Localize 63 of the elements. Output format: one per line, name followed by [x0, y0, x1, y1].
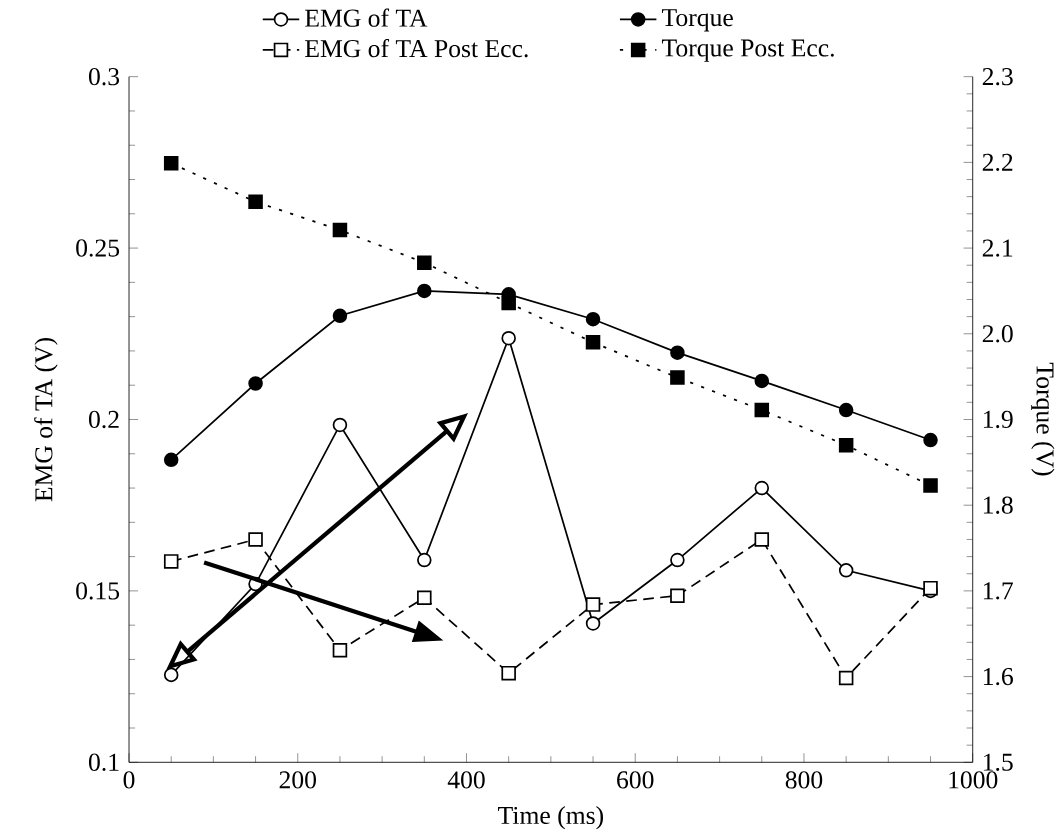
point	[923, 478, 938, 493]
y-axis-title: EMG of TA (V)	[34, 338, 58, 502]
point	[838, 437, 854, 453]
point	[332, 308, 348, 324]
x-tick-label: 400	[447, 771, 485, 789]
y-tick-label: 0.3	[88, 68, 120, 86]
y2-tick-label: 2.2	[982, 153, 1013, 172]
y2-tick-label: 2.3	[982, 68, 1013, 86]
point	[332, 222, 348, 238]
point	[754, 480, 770, 496]
y-tick-label: 0.25	[76, 239, 120, 257]
y2-tick-label: 1.9	[983, 410, 1013, 429]
y2-tick-label: 1.6	[983, 667, 1013, 686]
point	[332, 417, 348, 433]
point	[248, 532, 263, 547]
point	[838, 402, 854, 418]
point	[754, 532, 770, 547]
point	[417, 255, 432, 270]
legend-label: Torque Post Ecc.	[661, 39, 834, 62]
point	[501, 331, 516, 346]
point	[163, 554, 179, 569]
point	[417, 552, 432, 568]
x-tick-label: 1000	[949, 771, 998, 789]
point	[838, 670, 854, 686]
y-tick-label: 0.15	[76, 582, 120, 600]
point	[332, 642, 348, 658]
point	[670, 552, 685, 568]
point	[838, 563, 854, 578]
x-axis-title: Time (ms)	[498, 806, 604, 830]
point	[585, 335, 601, 350]
y2-tick-label: 2.1	[982, 239, 1013, 257]
x-tick-label: 600	[617, 771, 654, 789]
point	[923, 432, 938, 448]
legend-label: EMG of TA Post Ecc.	[305, 39, 528, 58]
point	[163, 667, 179, 683]
point	[248, 194, 263, 210]
x-tick-label: 200	[279, 771, 316, 789]
point	[585, 597, 601, 612]
point	[417, 283, 432, 299]
x-tick-label: 0	[123, 771, 135, 789]
point	[670, 588, 685, 604]
point	[670, 345, 685, 360]
y2-tick-label: 1.8	[983, 496, 1013, 514]
y-tick-label: 0.1	[88, 753, 119, 772]
point	[417, 590, 432, 606]
y-tick-label: 0.2	[88, 410, 119, 429]
point	[754, 373, 770, 389]
y2-tick-label: 1.7	[983, 582, 1013, 600]
point	[501, 665, 516, 681]
point	[754, 402, 770, 418]
legend-label: EMG of TA	[305, 8, 428, 27]
point	[501, 295, 516, 311]
y2-tick-label: 2.0	[982, 325, 1013, 343]
y2-tick-label: 1.5	[983, 753, 1013, 772]
point	[670, 370, 685, 385]
point	[163, 156, 179, 171]
legend-label: Torque	[661, 9, 733, 32]
point	[248, 376, 263, 391]
y2-axis-title: Torque (V)	[1031, 362, 1055, 476]
point	[585, 616, 601, 631]
point	[585, 312, 601, 327]
point	[163, 452, 179, 468]
x-tick-label: 800	[785, 771, 823, 789]
